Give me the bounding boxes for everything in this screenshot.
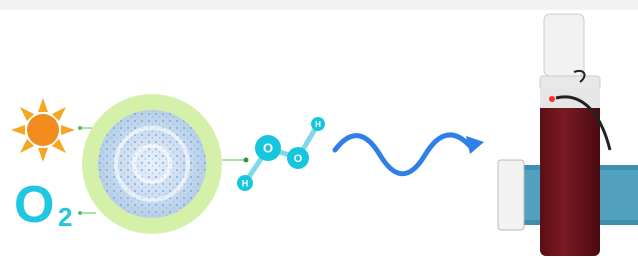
oxygen-label: O 2 <box>14 176 72 234</box>
wave-arrow <box>335 135 484 174</box>
h2o2-molecule: O O H H <box>237 117 325 191</box>
sun-icon <box>11 98 75 162</box>
atom-label: O <box>294 153 303 165</box>
dot <box>78 126 82 130</box>
photocatalyst-particle <box>82 94 222 234</box>
page: O 2 O O H H <box>0 0 638 258</box>
atom-label: H <box>315 120 321 129</box>
atom-label: O <box>263 140 273 155</box>
oxygen-subscript: 2 <box>58 202 72 232</box>
reactor-device <box>498 14 638 256</box>
oxygen-symbol: O <box>14 176 54 234</box>
dot <box>244 158 249 163</box>
atom-label: H <box>242 178 249 188</box>
dot <box>78 211 82 215</box>
top-band <box>0 0 638 10</box>
diagram: O 2 O O H H <box>0 0 638 258</box>
